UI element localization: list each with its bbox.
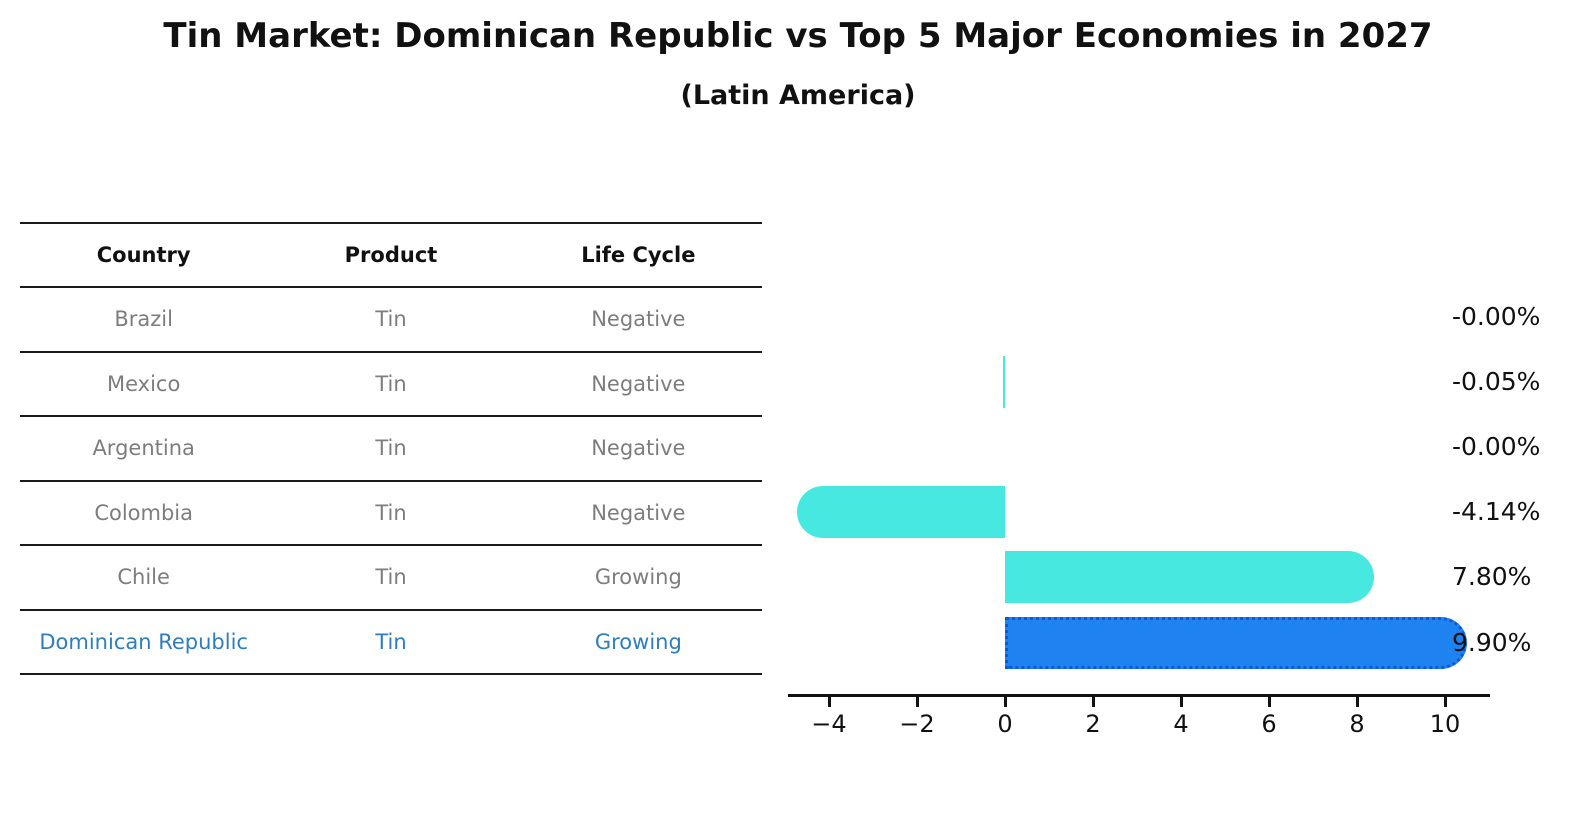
bar-dominican-republic xyxy=(1005,617,1467,669)
x-tick-label: 4 xyxy=(1173,710,1189,738)
cell-product: Tin xyxy=(375,307,407,332)
x-tick-label: −4 xyxy=(811,710,847,738)
bar-mexico xyxy=(1002,356,1005,408)
cell-product: Tin xyxy=(375,565,407,590)
table-row-mexico: Mexico Tin Negative xyxy=(20,353,762,417)
cell-country: Brazil xyxy=(114,307,173,332)
value-label-argentina: -0.00% xyxy=(1452,432,1541,461)
country-table: Country Product Life Cycle Brazil Tin Nega… xyxy=(20,222,762,675)
table-row-dominican-republic: Dominican Republic Tin Growing xyxy=(20,611,762,675)
x-tick-mark xyxy=(1003,694,1007,707)
value-label-mexico: -0.05% xyxy=(1452,367,1541,396)
cell-country: Mexico xyxy=(107,371,181,396)
bar-colombia xyxy=(796,486,1005,538)
x-tick-mark xyxy=(827,694,831,707)
bar-chile xyxy=(1005,551,1375,603)
cell-life-cycle: Growing xyxy=(594,629,682,654)
header-product: Product xyxy=(344,243,438,267)
cell-life-cycle: Negative xyxy=(591,500,686,525)
cell-country: Dominican Republic xyxy=(39,629,248,654)
x-tick-mark xyxy=(1179,694,1183,707)
value-label-chile: 7.80% xyxy=(1452,562,1532,591)
x-tick-mark xyxy=(1355,694,1359,707)
table-row-brazil: Brazil Tin Negative xyxy=(20,288,762,353)
x-tick-mark xyxy=(1443,694,1447,707)
value-label-colombia: -4.14% xyxy=(1452,497,1541,526)
cell-product: Tin xyxy=(375,371,407,396)
cell-product: Tin xyxy=(375,500,407,525)
x-tick-label: 6 xyxy=(1261,710,1277,738)
chart-subtitle: (Latin America) xyxy=(680,80,916,111)
x-tick-label: 0 xyxy=(997,710,1013,738)
table-rows: Brazil Tin Negative Mexico Tin Negative Argent… xyxy=(20,288,762,675)
x-tick-mark xyxy=(1267,694,1271,707)
x-tick-label: 8 xyxy=(1349,710,1365,738)
table-row-colombia: Colombia Tin Negative xyxy=(20,482,762,546)
cell-life-cycle: Negative xyxy=(591,371,686,396)
header-country: Country xyxy=(96,243,191,267)
cell-country: Argentina xyxy=(92,436,195,461)
table-row-argentina: Argentina Tin Negative xyxy=(20,417,762,482)
cell-country: Chile xyxy=(117,565,170,590)
x-tick-label: 10 xyxy=(1429,710,1461,738)
table-row-chile: Chile Tin Growing xyxy=(20,546,762,611)
x-axis xyxy=(788,694,1490,697)
cell-product: Tin xyxy=(375,629,407,654)
value-label-dominican-republic: 9.90% xyxy=(1452,628,1532,657)
header-life-cycle: Life Cycle xyxy=(581,243,696,267)
x-tick-label: −2 xyxy=(899,710,935,738)
x-tick-label: 2 xyxy=(1085,710,1101,738)
cell-life-cycle: Growing xyxy=(594,565,682,590)
table-header-row: Country Product Life Cycle xyxy=(20,224,762,288)
cell-life-cycle: Negative xyxy=(591,436,686,461)
x-tick-mark xyxy=(915,694,919,707)
value-label-brazil: -0.00% xyxy=(1452,302,1541,331)
cell-product: Tin xyxy=(375,436,407,461)
chart-title: Tin Market: Dominican Republic vs Top 5 … xyxy=(163,16,1433,56)
x-tick-mark xyxy=(1091,694,1095,707)
cell-country: Colombia xyxy=(94,500,193,525)
cell-life-cycle: Negative xyxy=(591,307,686,332)
